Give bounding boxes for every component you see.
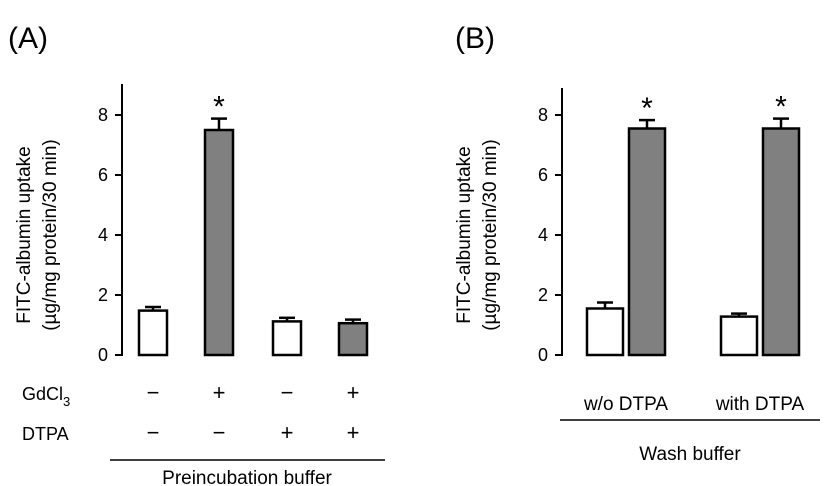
- panel-b-category-labels: w/o DTPA with DTPA: [583, 394, 805, 415]
- panel-a-bars: *: [137, 91, 369, 357]
- panel-a-footer: Preincubation buffer: [162, 468, 332, 486]
- panel-a: (A) FITC-albumin uptake (µg/mg protein/3…: [8, 22, 385, 486]
- y-tick-label: 8: [98, 105, 108, 125]
- y-tick-label: 2: [538, 285, 548, 305]
- condition-sign: +: [213, 380, 226, 405]
- panel-a-label: (A): [8, 22, 48, 55]
- panel-b-y-ticks: 0 2 4 6 8: [538, 105, 562, 365]
- panel-b-footer: Wash buffer: [639, 444, 741, 465]
- panel-a-ylabel-line1: FITC-albumin uptake: [14, 146, 35, 323]
- panel-b-label: (B): [455, 22, 495, 55]
- y-tick-label: 4: [98, 225, 108, 245]
- significance-star: *: [641, 92, 653, 125]
- y-tick-label: 6: [538, 165, 548, 185]
- condition-sign: −: [147, 380, 160, 405]
- condition-sign: +: [347, 380, 360, 405]
- category-label: w/o DTPA: [583, 394, 668, 415]
- bar: [719, 315, 759, 357]
- y-tick-label: 2: [98, 285, 108, 305]
- y-tick-label: 6: [98, 165, 108, 185]
- row-label-gdcl3: GdCl3: [22, 384, 70, 409]
- bar: [203, 128, 235, 357]
- panel-a-y-ticks: 0 2 4 6 8: [98, 105, 122, 365]
- panel-a-condition-rows: GdCl3 DTPA − + − + − − + +: [22, 380, 359, 445]
- bar: [271, 320, 303, 357]
- panel-b-bars: * *: [585, 91, 801, 357]
- y-tick-label: 0: [538, 345, 548, 365]
- bar: [137, 309, 169, 357]
- row-label-dtpa: DTPA: [22, 424, 69, 444]
- condition-sign: −: [147, 420, 160, 445]
- significance-star: *: [213, 91, 225, 124]
- bar: [585, 307, 625, 357]
- bar: [761, 127, 801, 357]
- condition-sign: −: [213, 420, 226, 445]
- y-tick-label: 0: [98, 345, 108, 365]
- condition-sign: −: [281, 380, 294, 405]
- significance-star: *: [775, 91, 787, 124]
- bar: [627, 127, 667, 357]
- condition-sign: +: [347, 420, 360, 445]
- y-tick-label: 4: [538, 225, 548, 245]
- category-label: with DTPA: [715, 394, 805, 415]
- panel-a-ylabel-line2: (µg/mg protein/30 min): [40, 139, 61, 331]
- bar: [337, 321, 369, 357]
- panel-b-ylabel-line1: FITC-albumin uptake: [454, 146, 475, 323]
- condition-sign: +: [281, 420, 294, 445]
- panel-b-ylabel-line2: (µg/mg protein/30 min): [480, 139, 501, 331]
- panel-b: (B) FITC-albumin uptake (µg/mg protein/3…: [454, 22, 820, 465]
- y-tick-label: 8: [538, 105, 548, 125]
